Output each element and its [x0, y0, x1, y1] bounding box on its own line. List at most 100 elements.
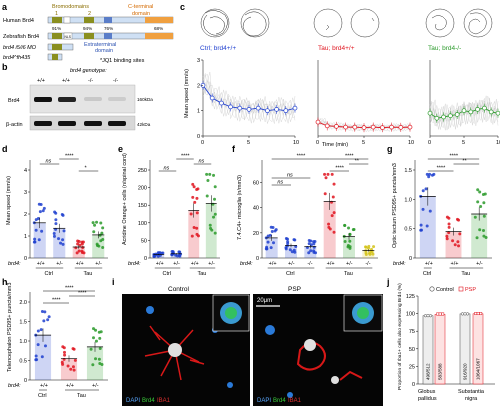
- human-et: [104, 17, 112, 23]
- data-point: [36, 343, 40, 347]
- zf-bd2: [84, 33, 94, 39]
- jq1-note: *JQ1 binding sites: [100, 58, 145, 64]
- data-point: [195, 211, 199, 215]
- micro-title-control: Control: [168, 286, 190, 293]
- data-point: [451, 239, 455, 243]
- data-point: [284, 247, 288, 251]
- data-point: [447, 225, 451, 229]
- data-point: [62, 350, 66, 354]
- j-ytick-label: 100: [406, 312, 415, 318]
- data-point: [99, 221, 103, 225]
- data-point: [347, 226, 351, 230]
- genotype-label: +/+: [37, 261, 45, 267]
- genotype-label: +/-: [346, 261, 353, 267]
- j-point: [465, 312, 470, 316]
- data-point: [372, 245, 376, 249]
- f-ylabel: 7.4.C4+ microglia (n/mm3): [237, 175, 243, 240]
- j-ytick-label: 50: [409, 347, 415, 353]
- zf-cterm: [145, 33, 173, 39]
- data-point: [210, 228, 214, 232]
- data-point: [483, 192, 487, 196]
- j-ytick-label: 25: [409, 364, 415, 370]
- data-point: [43, 310, 47, 314]
- j-region-2a: Substantia: [458, 389, 485, 395]
- psp-nucleus: [304, 339, 316, 351]
- data-point: [97, 244, 101, 248]
- data-point: [92, 327, 96, 331]
- ytick-label: 20: [253, 231, 259, 237]
- data-point: [52, 234, 56, 238]
- data-point: [171, 250, 175, 254]
- genotype-4: -/-: [113, 78, 118, 84]
- data-point: [196, 234, 200, 238]
- data-point: [191, 182, 195, 186]
- data-point: [419, 223, 423, 227]
- row-brd4-mo: brd4 i5/i6 MO: [3, 45, 37, 51]
- data-point: [445, 237, 449, 241]
- group-label-tau: Tau: [77, 393, 86, 399]
- data-point: [458, 232, 462, 236]
- control-dapi-1: [146, 306, 154, 314]
- data-point: [190, 234, 194, 238]
- panel-label-a: a: [2, 2, 8, 12]
- cterm-title-2: domain: [132, 11, 150, 17]
- c-ytick-label: 1: [197, 109, 200, 115]
- data-point: [332, 182, 336, 186]
- c-xtick-label: 10: [408, 140, 414, 146]
- data-point: [196, 187, 200, 191]
- data-point: [293, 238, 297, 242]
- data-point: [32, 240, 36, 244]
- c-point: [283, 108, 289, 114]
- data-point: [189, 212, 193, 216]
- data-point: [473, 215, 477, 219]
- blot-membrane-actin: [29, 115, 136, 131]
- data-point: [193, 200, 197, 204]
- data-point: [192, 225, 196, 229]
- data-point: [313, 240, 317, 244]
- data-point: [191, 195, 195, 199]
- data-point: [371, 252, 375, 256]
- data-point: [38, 210, 42, 214]
- j-point: [428, 314, 433, 318]
- data-point: [78, 243, 82, 247]
- genotype-3: -/-: [88, 78, 93, 84]
- group-label-ctrl: Ctrl; brd4+/+: [200, 45, 236, 52]
- ytick-label: 150: [138, 203, 147, 209]
- sig-label: ns: [277, 180, 283, 186]
- c-xlabel: Time (min): [322, 142, 348, 148]
- data-point: [69, 367, 73, 371]
- data-point: [213, 185, 217, 189]
- data-point: [307, 242, 311, 246]
- c-point: [265, 108, 270, 114]
- data-point: [367, 251, 371, 255]
- data-point: [312, 245, 316, 249]
- sig-label: ****: [297, 154, 306, 160]
- brd4-row-label: brd4:: [393, 261, 406, 267]
- sig-label: ****: [78, 291, 87, 297]
- c-point: [361, 125, 367, 130]
- ytick-label: 0: [256, 256, 259, 262]
- data-point: [326, 172, 330, 176]
- c-point: [255, 105, 261, 111]
- data-point: [447, 216, 451, 220]
- sig-label: ns: [164, 166, 170, 172]
- sig-label: ns: [199, 159, 205, 165]
- ytick-label: 1.5: [404, 168, 412, 174]
- data-point: [93, 223, 97, 227]
- ytick-label: 0: [409, 256, 412, 262]
- track-ctrl-well-2: [240, 8, 270, 38]
- j-ytick-label: 125: [406, 294, 415, 300]
- data-point: [307, 251, 311, 255]
- j-point: [438, 312, 442, 316]
- band-brd4-1: [34, 97, 52, 102]
- data-point: [34, 228, 38, 232]
- fh435-bd1: [52, 54, 58, 60]
- zf-et: [104, 33, 112, 39]
- track-ko-well: [425, 8, 455, 38]
- data-point: [478, 190, 482, 194]
- data-point: [447, 222, 451, 226]
- data-point: [33, 237, 37, 241]
- data-point: [307, 238, 311, 242]
- ytick-label: 1.5: [19, 320, 27, 326]
